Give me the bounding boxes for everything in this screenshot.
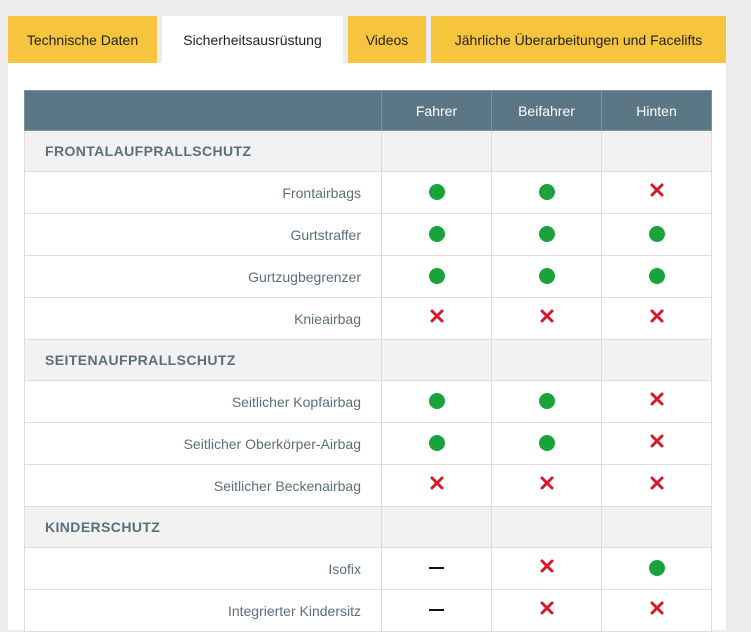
section-empty-cell bbox=[491, 339, 602, 381]
availability-cell bbox=[491, 464, 602, 507]
availability-cell bbox=[381, 547, 492, 590]
table-row: Seitlicher Oberkörper-Airbag bbox=[24, 422, 712, 465]
feature-label: Isofix bbox=[24, 547, 382, 590]
availability-cell bbox=[381, 464, 492, 507]
header-fahrer: Fahrer bbox=[381, 90, 492, 131]
section-empty-cell bbox=[601, 130, 712, 172]
cross-icon bbox=[650, 183, 664, 202]
section-empty-cell bbox=[381, 339, 492, 381]
availability-cell bbox=[601, 547, 712, 590]
table-row: Seitlicher Kopfairbag bbox=[24, 380, 712, 423]
availability-cell bbox=[601, 255, 712, 298]
section-empty-cell bbox=[491, 506, 602, 548]
tab-facelifts[interactable]: Jährliche Überarbeitungen und Facelifts bbox=[431, 16, 726, 63]
availability-cell bbox=[491, 255, 602, 298]
check-dot-icon bbox=[428, 226, 445, 243]
cross-icon bbox=[650, 309, 664, 328]
availability-cell bbox=[491, 422, 602, 465]
availability-cell bbox=[381, 380, 492, 423]
table-row: Gurtzugbegrenzer bbox=[24, 255, 712, 298]
table-row: Integrierter Kindersitz bbox=[24, 589, 712, 632]
check-dot-icon bbox=[428, 393, 445, 410]
table-row: Knieairbag bbox=[24, 297, 712, 340]
table-header-row: Fahrer Beifahrer Hinten bbox=[24, 90, 712, 131]
availability-cell bbox=[491, 589, 602, 632]
check-dot-icon bbox=[538, 393, 555, 410]
feature-label: Integrierter Kindersitz bbox=[24, 589, 382, 632]
cross-icon bbox=[540, 601, 554, 620]
table-row: Frontairbags bbox=[24, 171, 712, 214]
feature-label: Gurtstraffer bbox=[24, 213, 382, 256]
check-dot-icon bbox=[428, 268, 445, 285]
check-dot-icon bbox=[428, 435, 445, 452]
safety-equipment-table: Fahrer Beifahrer Hinten FRONTALAUFPRALLS… bbox=[24, 90, 712, 632]
section-empty-cell bbox=[491, 130, 602, 172]
table-row: Isofix bbox=[24, 547, 712, 590]
dash-icon bbox=[429, 609, 444, 612]
section-empty-cell bbox=[381, 130, 492, 172]
cross-icon bbox=[540, 559, 554, 578]
availability-cell bbox=[381, 255, 492, 298]
check-dot-icon bbox=[538, 268, 555, 285]
section-title: FRONTALAUFPRALLSCHUTZ bbox=[24, 130, 382, 172]
check-dot-icon bbox=[648, 226, 665, 243]
availability-cell bbox=[601, 589, 712, 632]
cross-icon bbox=[650, 476, 664, 495]
cross-icon bbox=[430, 476, 444, 495]
feature-label: Gurtzugbegrenzer bbox=[24, 255, 382, 298]
check-dot-icon bbox=[648, 560, 665, 577]
cross-icon bbox=[650, 601, 664, 620]
feature-label: Frontairbags bbox=[24, 171, 382, 214]
table-body: FRONTALAUFPRALLSCHUTZ Frontairbags Gurtstr… bbox=[24, 130, 712, 632]
section-empty-cell bbox=[601, 339, 712, 381]
header-hinten: Hinten bbox=[601, 90, 712, 131]
availability-cell bbox=[491, 171, 602, 214]
tab-sicherheitsausruestung[interactable]: Sicherheitsausrüstung bbox=[162, 16, 343, 63]
table-row: Gurtstraffer bbox=[24, 213, 712, 256]
feature-label: Seitlicher Beckenairbag bbox=[24, 464, 382, 507]
section-empty-cell bbox=[381, 506, 492, 548]
cross-icon bbox=[430, 309, 444, 328]
check-dot-icon bbox=[648, 268, 665, 285]
section-title: SEITENAUFPRALLSCHUTZ bbox=[24, 339, 382, 381]
section-row: FRONTALAUFPRALLSCHUTZ bbox=[24, 130, 712, 172]
availability-cell bbox=[491, 547, 602, 590]
availability-cell bbox=[601, 422, 712, 465]
header-beifahrer: Beifahrer bbox=[491, 90, 602, 131]
check-dot-icon bbox=[538, 435, 555, 452]
availability-cell bbox=[381, 589, 492, 632]
header-empty bbox=[24, 90, 382, 131]
availability-cell bbox=[381, 213, 492, 256]
section-row: KINDERSCHUTZ bbox=[24, 506, 712, 548]
availability-cell bbox=[601, 171, 712, 214]
dash-icon bbox=[429, 567, 444, 570]
cross-icon bbox=[650, 392, 664, 411]
check-dot-icon bbox=[428, 184, 445, 201]
feature-label: Seitlicher Kopfairbag bbox=[24, 380, 382, 423]
availability-cell bbox=[601, 464, 712, 507]
availability-cell bbox=[491, 213, 602, 256]
section-row: SEITENAUFPRALLSCHUTZ bbox=[24, 339, 712, 381]
availability-cell bbox=[381, 171, 492, 214]
check-dot-icon bbox=[538, 226, 555, 243]
cross-icon bbox=[540, 476, 554, 495]
cross-icon bbox=[540, 309, 554, 328]
availability-cell bbox=[381, 297, 492, 340]
availability-cell bbox=[491, 297, 602, 340]
availability-cell bbox=[601, 297, 712, 340]
feature-label: Seitlicher Oberkörper-Airbag bbox=[24, 422, 382, 465]
tab-technische-daten[interactable]: Technische Daten bbox=[8, 16, 157, 63]
availability-cell bbox=[491, 380, 602, 423]
tab-videos[interactable]: Videos bbox=[348, 16, 426, 63]
section-title: KINDERSCHUTZ bbox=[24, 506, 382, 548]
section-empty-cell bbox=[601, 506, 712, 548]
check-dot-icon bbox=[538, 184, 555, 201]
feature-label: Knieairbag bbox=[24, 297, 382, 340]
availability-cell bbox=[601, 213, 712, 256]
cross-icon bbox=[650, 434, 664, 453]
table-row: Seitlicher Beckenairbag bbox=[24, 464, 712, 507]
availability-cell bbox=[601, 380, 712, 423]
availability-cell bbox=[381, 422, 492, 465]
